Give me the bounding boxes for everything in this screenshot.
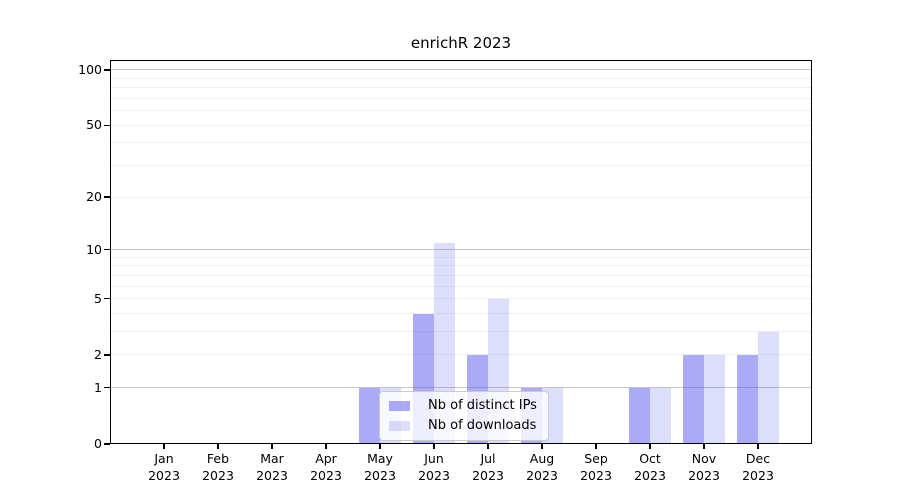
gridline-minor-30 (110, 165, 812, 167)
bar-nb-of-downloads-nov-2023 (704, 354, 725, 444)
bar-nb-of-downloads-dec-2023 (758, 331, 779, 444)
x-tick-label-aug-2023: Aug 2023 (526, 451, 558, 483)
x-tick-mark-dec-2023 (757, 444, 759, 449)
y-tick-mark-5 (104, 298, 110, 300)
bar-nb-of-downloads-oct-2023 (650, 387, 671, 444)
gridline-minor-50 (110, 124, 812, 126)
legend-swatch-distinct-ips-icon (389, 401, 410, 411)
y-tick-mark-1 (104, 387, 110, 389)
y-tick-mark-50 (104, 124, 110, 126)
x-tick-label-mar-2023: Mar 2023 (256, 451, 288, 483)
x-tick-label-oct-2023: Oct 2023 (634, 451, 666, 483)
legend-label-downloads: Nb of downloads (428, 418, 537, 433)
gridline-minor-70 (110, 97, 812, 99)
x-tick-mark-nov-2023 (703, 444, 705, 449)
plot-area (110, 60, 812, 444)
x-tick-label-jun-2023: Jun 2023 (418, 451, 450, 483)
gridline-minor-40 (110, 142, 812, 144)
x-tick-label-jan-2023: Jan 2023 (148, 451, 180, 483)
y-tick-label-5: 5 (94, 290, 102, 306)
gridline-minor-20 (110, 196, 812, 198)
y-tick-mark-0 (104, 443, 110, 445)
gridline-minor-5 (110, 298, 812, 300)
legend-swatch-downloads-icon (389, 421, 410, 431)
legend: Nb of distinct IPs Nb of downloads (379, 391, 549, 441)
x-tick-label-feb-2023: Feb 2023 (202, 451, 234, 483)
y-tick-mark-100 (104, 69, 110, 71)
bar-nb-of-distinct-ips-dec-2023 (737, 354, 758, 444)
y-tick-label-10: 10 (86, 241, 102, 257)
bar-nb-of-distinct-ips-oct-2023 (629, 387, 650, 444)
gridline-minor-9 (110, 256, 812, 258)
x-tick-mark-jul-2023 (487, 444, 489, 449)
y-tick-label-0: 0 (94, 436, 102, 451)
gridline-minor-3 (110, 331, 812, 333)
gridline-major-1 (110, 387, 812, 389)
gridline-minor-8 (110, 265, 812, 267)
x-tick-mark-aug-2023 (541, 444, 543, 449)
y-tick-label-20: 20 (86, 189, 102, 205)
gridline-minor-7 (110, 274, 812, 276)
gridline-minor-80 (110, 87, 812, 89)
y-tick-label-2: 2 (94, 346, 102, 362)
x-tick-label-nov-2023: Nov 2023 (688, 451, 720, 483)
x-tick-label-apr-2023: Apr 2023 (310, 451, 342, 483)
bar-nb-of-distinct-ips-nov-2023 (683, 354, 704, 444)
x-tick-mark-oct-2023 (649, 444, 651, 449)
x-tick-label-may-2023: May 2023 (364, 451, 396, 483)
y-tick-label-1: 1 (94, 379, 102, 395)
x-tick-mark-sep-2023 (595, 444, 597, 449)
gridline-major-10 (110, 249, 812, 251)
x-tick-mark-mar-2023 (271, 444, 273, 449)
y-tick-mark-20 (104, 196, 110, 198)
chart-title: enrichR 2023 (410, 34, 512, 52)
gridline-minor-90 (110, 77, 812, 79)
legend-item-downloads: Nb of downloads (389, 418, 537, 434)
legend-item-distinct-ips: Nb of distinct IPs (389, 398, 537, 414)
gridline-minor-2 (110, 354, 812, 356)
x-tick-label-jul-2023: Jul 2023 (472, 451, 504, 483)
gridline-minor-6 (110, 285, 812, 287)
legend-label-distinct-ips: Nb of distinct IPs (428, 398, 537, 413)
x-tick-label-dec-2023: Dec 2023 (742, 451, 774, 483)
gridline-major-100 (110, 69, 812, 71)
bar-nb-of-distinct-ips-may-2023 (359, 387, 380, 444)
x-tick-mark-jun-2023 (433, 444, 435, 449)
y-tick-mark-2 (104, 354, 110, 356)
x-tick-label-sep-2023: Sep 2023 (580, 451, 612, 483)
x-tick-mark-apr-2023 (325, 444, 327, 449)
y-tick-label-50: 50 (86, 117, 102, 133)
y-tick-mark-10 (104, 248, 110, 251)
y-tick-label-100: 100 (78, 61, 102, 77)
x-tick-mark-may-2023 (379, 444, 381, 449)
x-tick-mark-jan-2023 (163, 444, 165, 449)
gridline-minor-60 (110, 110, 812, 112)
gridline-minor-4 (110, 313, 812, 314)
x-tick-mark-feb-2023 (217, 444, 219, 449)
